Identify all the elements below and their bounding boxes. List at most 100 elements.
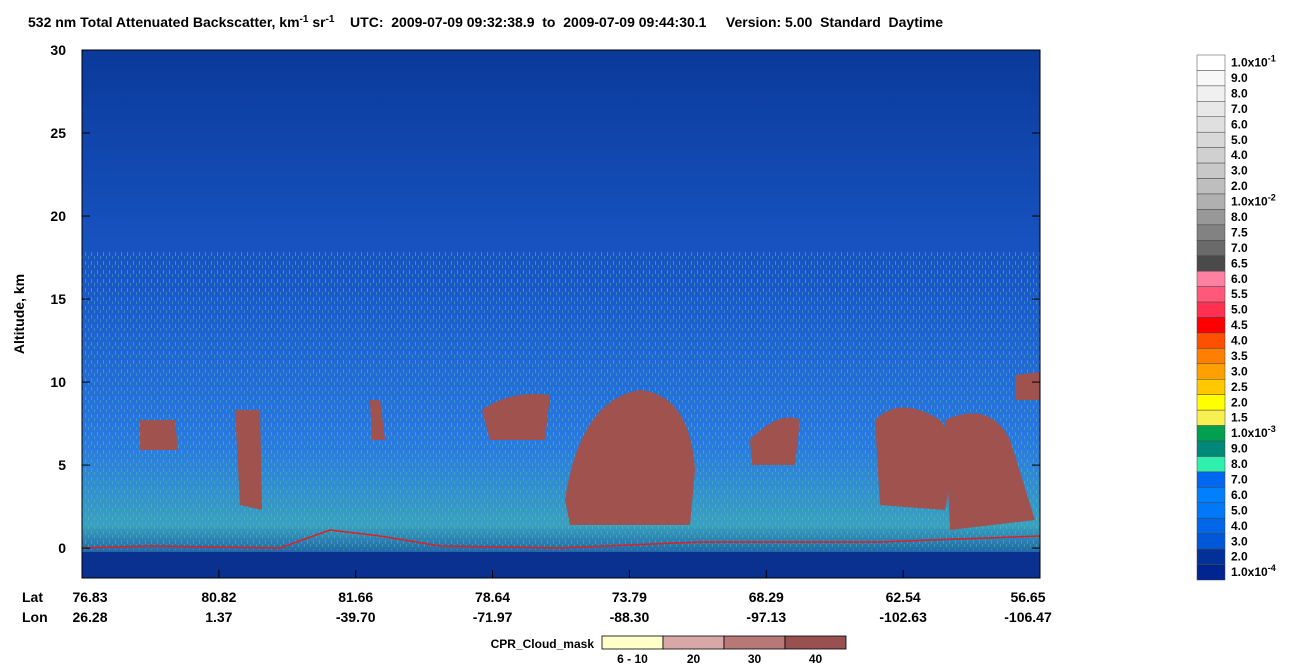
x-tick-label: -39.70 <box>336 609 376 625</box>
colorbar-label: 5.0 <box>1231 303 1248 317</box>
colorbar-swatch <box>1196 517 1226 534</box>
colorbar-label-base: 1.0x10 <box>1231 426 1268 440</box>
x-tick-label: 80.82 <box>201 589 236 605</box>
colorbar-label: 1.5 <box>1231 411 1248 425</box>
x-tick-label: 68.29 <box>749 589 784 605</box>
colorbar-swatch <box>1196 533 1226 550</box>
colorbar-swatch <box>1196 471 1226 488</box>
colorbar-swatch <box>1196 131 1226 148</box>
colorbar-label-exp: -1 <box>1268 54 1276 64</box>
colorbar-swatch <box>1196 240 1226 256</box>
colorbar-swatch <box>1196 409 1226 426</box>
colorbar-label: 3.0 <box>1231 164 1248 178</box>
x-tick-label: 73.79 <box>612 589 647 605</box>
colorbar-label: 1.0x10-3 <box>1231 424 1276 440</box>
colorbar-swatch <box>1196 85 1226 102</box>
colorbar-label: 9.0 <box>1231 71 1248 85</box>
colorbar-label-exp: -2 <box>1268 193 1276 203</box>
colorbar-swatch <box>1196 564 1226 581</box>
backscatter-image <box>81 50 1041 578</box>
x-tick-label: 62.54 <box>886 589 921 605</box>
colorbar-label: 4.0 <box>1231 148 1248 162</box>
title-segment: -1 <box>300 14 309 25</box>
cloud-mask-swatch <box>784 635 847 650</box>
y-tick-label: 15 <box>50 291 66 307</box>
colorbar-label: 2.0 <box>1231 395 1248 409</box>
colorbar-label: 5.0 <box>1231 503 1248 517</box>
title-segment: UTC: 2009-07-09 09:32:38.9 to 2009-07-09… <box>334 14 943 30</box>
x-tick-label: -88.30 <box>610 609 650 625</box>
colorbar-label: 5.5 <box>1231 287 1248 301</box>
colorbar-label: 7.0 <box>1231 102 1248 116</box>
colorbar-label-base: 1.0x10 <box>1231 565 1268 579</box>
colorbar-swatch <box>1196 348 1226 365</box>
colorbar-swatch <box>1196 379 1226 395</box>
colorbar-label: 3.5 <box>1231 349 1248 363</box>
x-tick-label: -71.97 <box>473 609 513 625</box>
colorbar-label: 6.0 <box>1231 272 1248 286</box>
colorbar-swatch <box>1196 440 1226 457</box>
colorbar-swatch <box>1196 54 1226 71</box>
y-tick-label: 20 <box>50 208 66 224</box>
colorbar-swatch <box>1196 270 1226 287</box>
cloud-mask-label: 20 <box>687 652 701 666</box>
cloud-mask-swatch <box>601 635 664 650</box>
colorbar-label: 8.0 <box>1231 210 1248 224</box>
x-row-name: Lat <box>22 589 43 605</box>
chart-title: 532 nm Total Attenuated Backscatter, km-… <box>28 14 943 31</box>
colorbar-label: 7.0 <box>1231 241 1248 255</box>
y-tick-label: 30 <box>50 42 66 58</box>
x-row-name: Lon <box>22 609 48 625</box>
colorbar-label: 7.5 <box>1231 225 1248 239</box>
colorbar-label: 8.0 <box>1231 457 1248 471</box>
colorbar-swatch <box>1196 70 1226 87</box>
cloud-mask-label: 6 - 10 <box>617 652 648 666</box>
colorbar-label: 6.0 <box>1231 488 1248 502</box>
x-tick-label: 76.83 <box>72 589 107 605</box>
colorbar-label-exp: -4 <box>1268 563 1276 573</box>
y-tick-label: 0 <box>58 540 66 556</box>
colorbar-swatch <box>1196 286 1226 303</box>
colorbar-swatch <box>1196 178 1226 195</box>
x-tick-label: 78.64 <box>475 589 510 605</box>
y-axis-label: Altitude, km <box>11 274 27 354</box>
colorbar-swatch <box>1196 502 1226 519</box>
cloud-mask-label: 40 <box>809 652 823 666</box>
colorbar-label: 7.0 <box>1231 472 1248 486</box>
colorbar-swatch <box>1196 317 1226 334</box>
colorbar-swatch <box>1196 147 1226 164</box>
colorbar-label-exp: -3 <box>1268 424 1276 434</box>
x-tick-label: 26.28 <box>72 609 107 625</box>
title-segment: -1 <box>326 14 335 25</box>
plot-frame <box>81 49 1041 579</box>
cloud-mask-swatch <box>723 635 786 650</box>
colorbar-label: 1.0x10-4 <box>1231 563 1276 579</box>
colorbar-label: 6.0 <box>1231 117 1248 131</box>
colorbar-swatch <box>1196 101 1226 118</box>
colorbar-label: 1.0x10-1 <box>1231 54 1276 70</box>
cloud-mask-swatch <box>662 635 725 650</box>
cloud-mask-title: CPR_Cloud_mask <box>491 637 595 651</box>
colorbar-swatch <box>1196 332 1226 349</box>
colorbar-label-base: 1.0x10 <box>1231 56 1268 70</box>
colorbar-label: 2.0 <box>1231 550 1248 564</box>
colorbar-swatch <box>1196 548 1226 565</box>
colorbar-swatch <box>1196 456 1226 473</box>
colorbar-label: 4.5 <box>1231 318 1248 332</box>
x-tick-label: 56.65 <box>1010 589 1045 605</box>
colorbar-swatch <box>1196 116 1226 133</box>
colorbar-swatch <box>1196 487 1226 504</box>
y-tick-label: 25 <box>50 125 66 141</box>
colorbar-swatch <box>1196 193 1226 210</box>
y-tick-label: 5 <box>58 457 66 473</box>
colorbar-label: 3.0 <box>1231 534 1248 548</box>
title-segment: 532 nm Total Attenuated Backscatter, km <box>28 14 300 30</box>
cloud-mask-label: 30 <box>748 652 762 666</box>
x-tick-label: 81.66 <box>338 589 373 605</box>
colorbar-swatch <box>1196 394 1226 411</box>
colorbar-swatch <box>1196 425 1226 442</box>
x-tick-label: -106.47 <box>1004 609 1052 625</box>
colorbar-label: 4.0 <box>1231 519 1248 533</box>
x-tick-label: -97.13 <box>746 609 786 625</box>
